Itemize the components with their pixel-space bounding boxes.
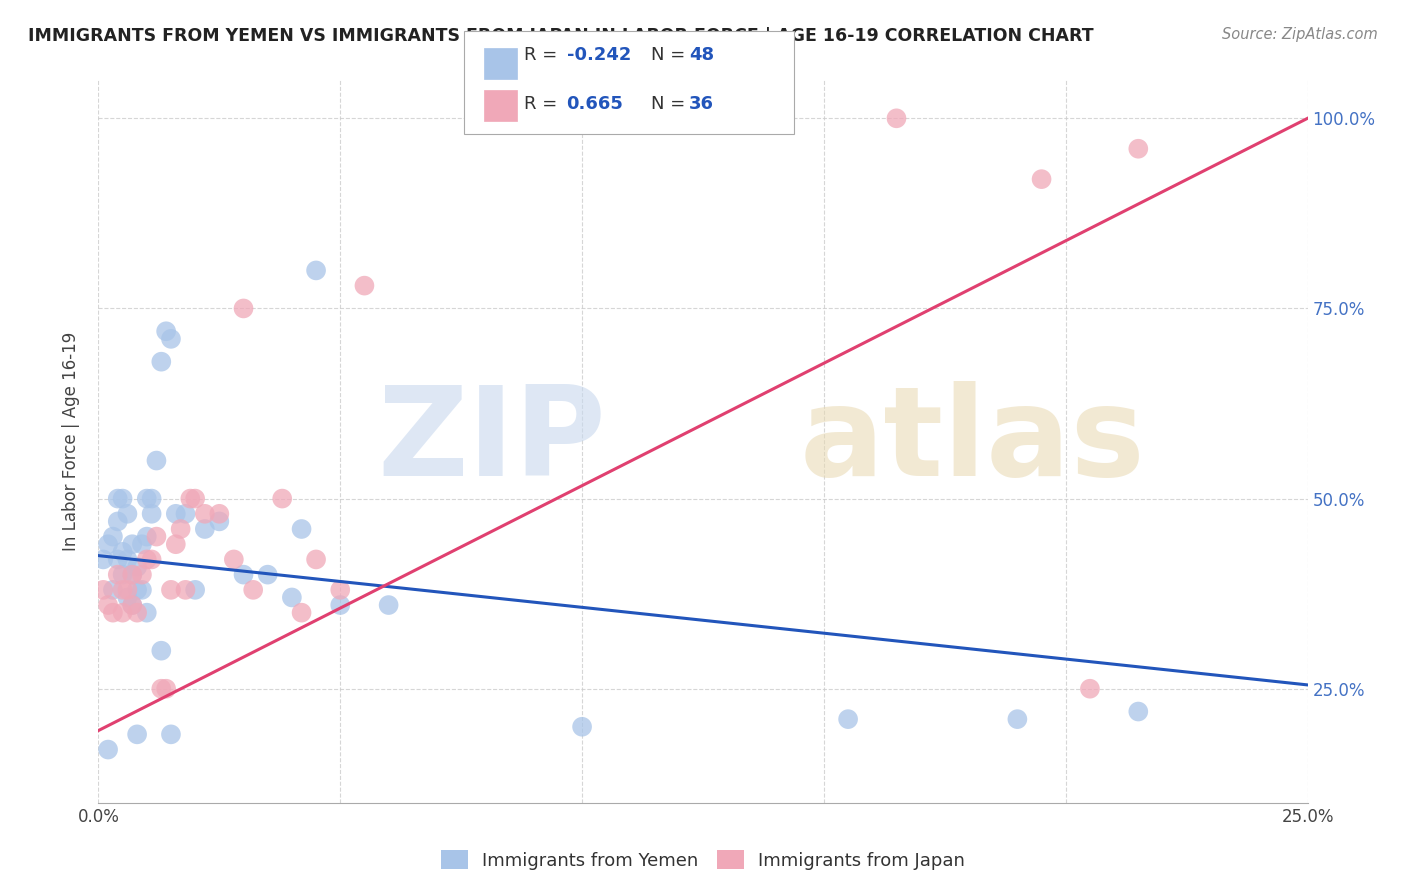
Point [117,552,139,566]
Point [117,507,139,521]
Point [107,491,129,506]
Point [121,598,143,612]
Point [121,598,143,612]
Point [155,681,177,696]
Text: N =: N = [651,46,690,64]
Point [305,552,328,566]
Point [194,522,217,536]
Point [97,742,120,756]
Point [160,727,183,741]
Point [194,507,217,521]
Point [131,582,153,597]
Point [141,491,163,506]
Point [232,567,254,582]
Point [174,507,197,521]
Text: -0.242: -0.242 [567,46,631,64]
Point [111,606,134,620]
Point [127,560,149,574]
Text: N =: N = [651,95,690,113]
Point [117,582,139,597]
Text: R =: R = [524,95,569,113]
Point [837,712,859,726]
Point [179,491,201,506]
Text: Source: ZipAtlas.com: Source: ZipAtlas.com [1222,27,1378,42]
Point [111,567,134,582]
Point [135,606,157,620]
Point [305,263,328,277]
Point [135,552,157,566]
Point [141,507,163,521]
Text: 36: 36 [689,95,714,113]
Point [107,552,129,566]
Point [121,537,143,551]
Point [101,530,124,544]
Point [121,567,143,582]
Point [886,112,908,126]
Point [184,582,207,597]
Point [165,537,187,551]
Point [91,582,114,597]
Point [165,507,187,521]
Point [155,324,177,338]
Text: R =: R = [524,46,564,64]
Point [290,522,312,536]
Text: 0.665: 0.665 [567,95,623,113]
Point [150,681,173,696]
Text: atlas: atlas [800,381,1146,502]
Point [329,598,352,612]
Point [145,530,167,544]
Point [1128,705,1150,719]
Text: ZIP: ZIP [378,381,606,502]
Legend: Immigrants from Yemen, Immigrants from Japan: Immigrants from Yemen, Immigrants from J… [433,843,973,877]
Point [571,720,593,734]
Point [111,491,134,506]
Point [174,582,197,597]
Point [160,582,183,597]
Point [101,582,124,597]
Point [150,643,173,657]
Point [208,515,231,529]
Point [111,582,134,597]
Point [131,537,153,551]
Point [208,507,231,521]
Point [121,567,143,582]
Point [353,278,375,293]
Y-axis label: In Labor Force | Age 16-19: In Labor Force | Age 16-19 [62,332,80,551]
Point [232,301,254,316]
Point [141,552,163,566]
Point [1128,142,1150,156]
Point [127,606,149,620]
Text: IMMIGRANTS FROM YEMEN VS IMMIGRANTS FROM JAPAN IN LABOR FORCE | AGE 16-19 CORREL: IMMIGRANTS FROM YEMEN VS IMMIGRANTS FROM… [28,27,1094,45]
Point [131,567,153,582]
Point [117,591,139,605]
Point [329,582,352,597]
Text: 48: 48 [689,46,714,64]
Point [127,582,149,597]
Point [160,332,183,346]
Point [1078,681,1101,696]
Point [242,582,264,597]
Point [111,545,134,559]
Point [1007,712,1029,726]
Point [256,567,278,582]
Point [145,453,167,467]
Point [281,591,304,605]
Point [271,491,294,506]
Point [101,606,124,620]
Point [107,567,129,582]
Point [135,491,157,506]
Point [107,515,129,529]
Point [222,552,245,566]
Point [377,598,399,612]
Point [91,552,114,566]
Point [127,727,149,741]
Point [1031,172,1053,186]
Point [97,537,120,551]
Point [169,522,191,536]
Point [184,491,207,506]
Point [97,598,120,612]
Point [135,530,157,544]
Point [150,354,173,368]
Point [290,606,312,620]
